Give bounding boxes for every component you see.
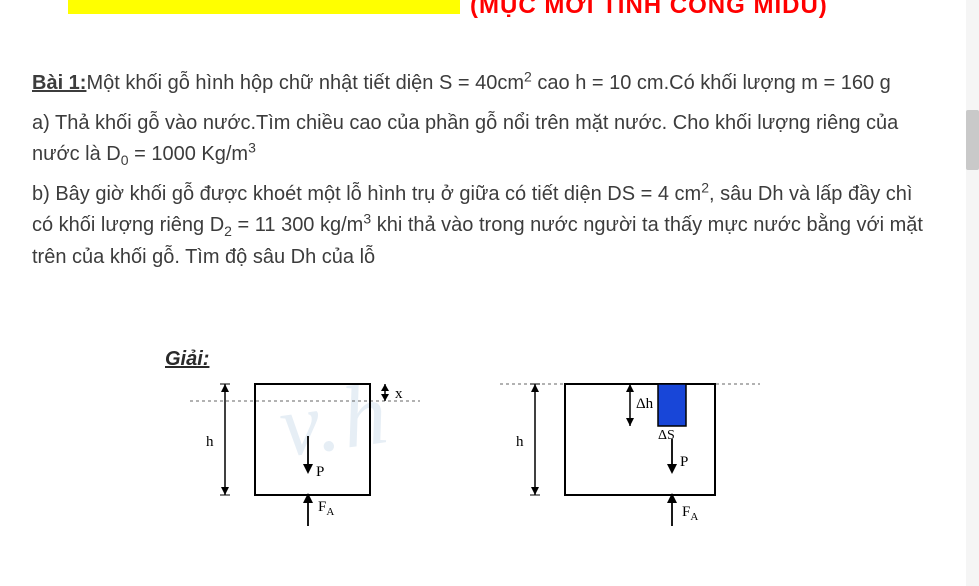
red-header: (MỤC MỚI TÍNH CÔNG MIDU) — [470, 0, 828, 20]
physics-diagrams: h x P FA h — [190, 376, 800, 546]
problem-part-a: a) Thả khối gỗ vào nước.Tìm chiều cao củ… — [32, 108, 923, 171]
svg-text:x: x — [395, 386, 403, 402]
svg-text:P: P — [316, 464, 324, 480]
problem-intro: Bài 1:Một khối gỗ hình hộp chữ nhật tiết… — [32, 68, 923, 100]
svg-text:Δh: Δh — [636, 396, 654, 412]
problem-label: Bài 1: — [32, 72, 86, 94]
svg-text:FA: FA — [318, 499, 334, 518]
problem-part-b: b) Bây giờ khối gỗ được khoét một lỗ hìn… — [32, 179, 923, 274]
scrollbar-track[interactable] — [966, 0, 979, 586]
scrollbar-thumb[interactable] — [966, 110, 979, 170]
svg-text:h: h — [516, 434, 524, 450]
svg-text:P: P — [680, 454, 688, 470]
highlight-bar — [68, 0, 460, 14]
solution-label: Giải: — [165, 348, 209, 371]
svg-text:FA: FA — [682, 504, 698, 523]
svg-text:h: h — [206, 434, 214, 450]
diagram-svg: h x P FA h — [190, 376, 800, 546]
problem-text: Bài 1:Một khối gỗ hình hộp chữ nhật tiết… — [32, 68, 923, 282]
